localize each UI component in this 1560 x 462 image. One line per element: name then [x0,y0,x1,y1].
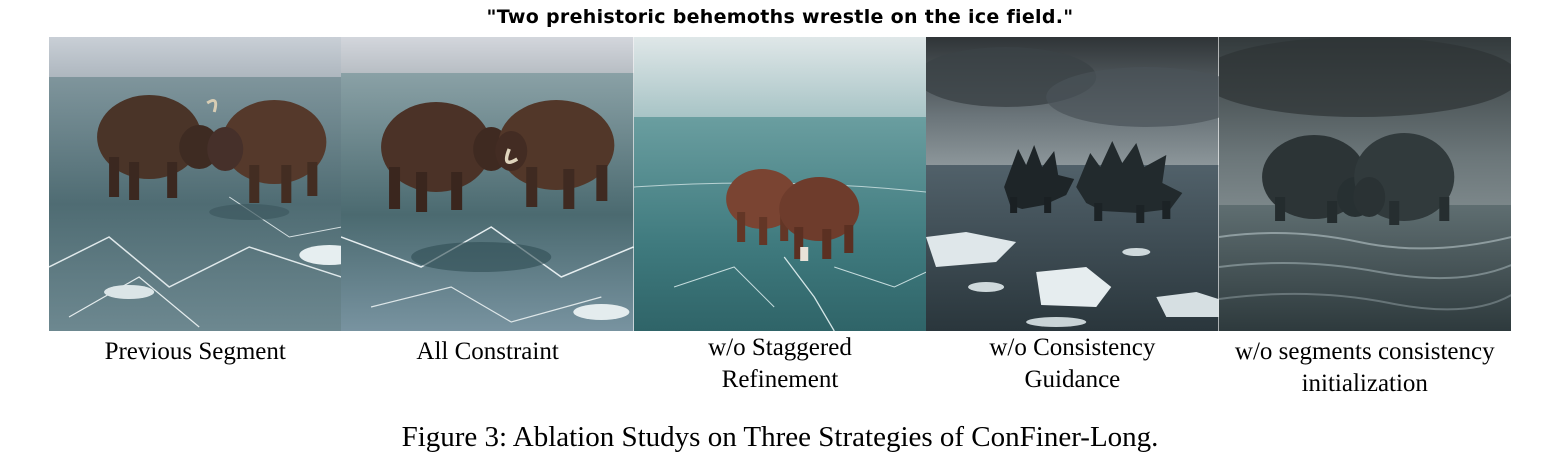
frame-image-wo-staggered-refinement [633,37,927,331]
frame-image-wo-consistency-guidance [926,37,1219,331]
panel-label-wo-consistency-guidance: w/o Consistency Guidance [989,334,1156,393]
frame-image-wo-segments-consistency-initialization [1218,37,1511,331]
frame-strip [49,37,1511,331]
frame-previous-segment [49,37,342,331]
frame-wo-segments-consistency-initialization [1218,37,1511,331]
frame-wo-consistency-guidance [926,37,1219,331]
frame-image-previous-segment [49,37,342,331]
panel-label-wo-staggered-refinement: w/o Staggered Refinement [708,334,852,393]
frame-image-all-constraint [341,37,634,331]
frame-wo-staggered-refinement [633,37,927,331]
panel-label-all-constraint: All Constraint [416,338,559,365]
frame-all-constraint [341,37,634,331]
prompt-text: "Two prehistoric behemoths wrestle on th… [486,6,1074,28]
panel-label-previous-segment: Previous Segment [104,338,286,365]
figure-caption: Figure 3: Ablation Studys on Three Strat… [401,421,1159,453]
panel-captions: Previous Segment All Constraint w/o Stag… [49,332,1511,400]
panel-label-wo-segments-consistency-initialization: w/o segments consistency initialization [1234,338,1495,397]
